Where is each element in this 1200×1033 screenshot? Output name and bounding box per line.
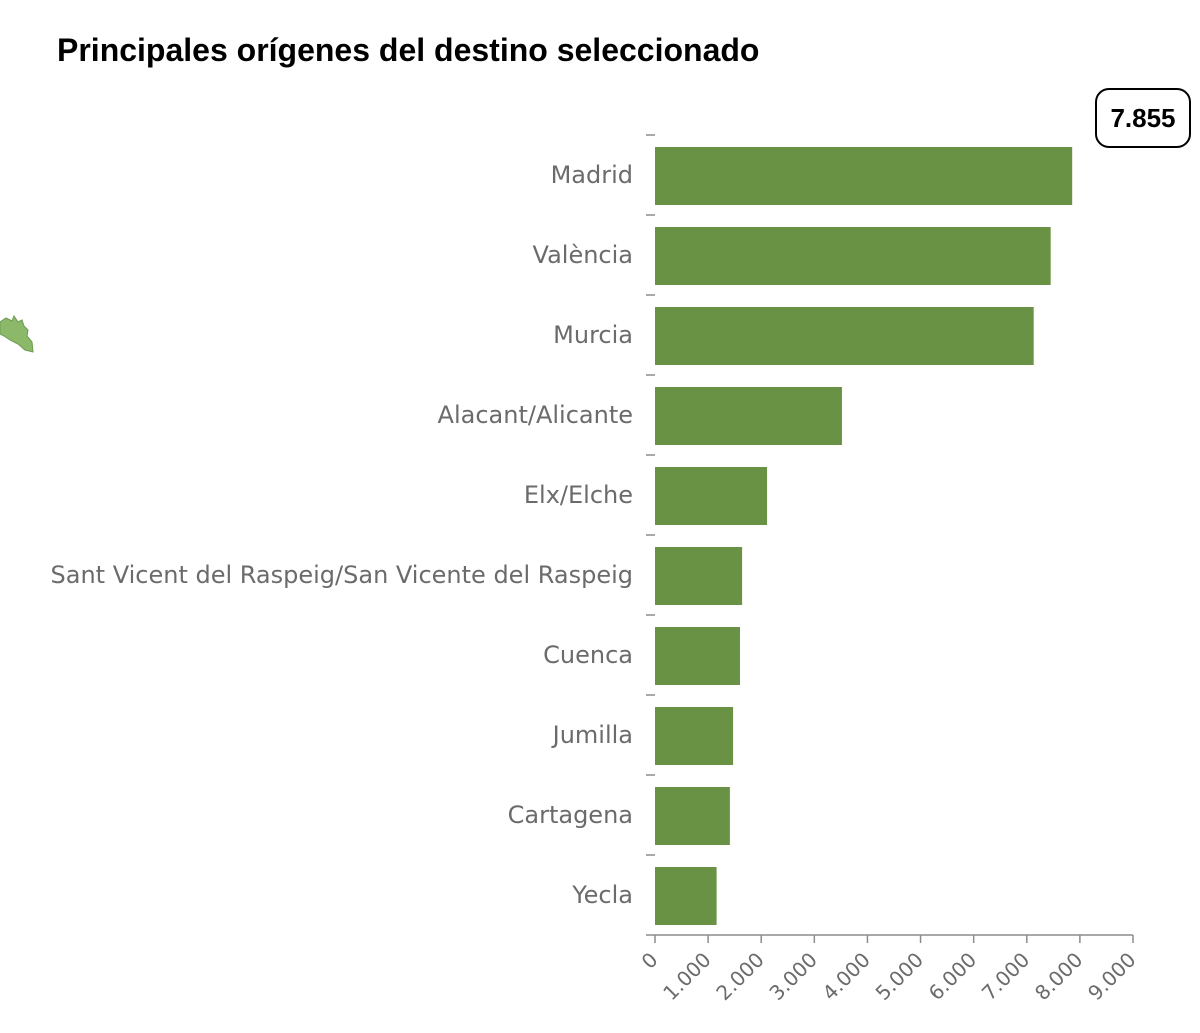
x-tick-label: 1.000 <box>658 948 715 1005</box>
category-label: València <box>533 241 633 269</box>
bar-4[interactable] <box>655 467 768 525</box>
x-tick-label: 3.000 <box>764 948 821 1005</box>
x-tick-label: 0 <box>637 948 663 974</box>
bar-0[interactable] <box>655 147 1073 205</box>
category-label: Madrid <box>551 161 633 189</box>
x-tick-label: 8.000 <box>1030 948 1087 1005</box>
category-label: Cartagena <box>508 801 633 829</box>
value-tooltip: 7.855 <box>1095 88 1191 148</box>
bar-8[interactable] <box>655 787 730 845</box>
bar-2[interactable] <box>655 307 1034 365</box>
bar-7[interactable] <box>655 707 734 765</box>
category-label: Yecla <box>571 881 633 909</box>
axis-layer <box>646 134 1134 943</box>
bar-6[interactable] <box>655 627 740 685</box>
x-tick-label: 5.000 <box>871 948 928 1005</box>
bars-layer <box>655 147 1073 925</box>
bar-1[interactable] <box>655 227 1051 285</box>
bar-9[interactable] <box>655 867 717 925</box>
x-tick-label: 7.000 <box>977 948 1034 1005</box>
map-fragment <box>0 312 40 367</box>
labels-layer: Madrid València Murcia Alacant/Alicante Elx/… <box>51 161 1141 1005</box>
category-label: Alacant/Alicante <box>438 401 633 429</box>
category-label: Cuenca <box>543 641 633 669</box>
category-label: Elx/Elche <box>524 481 633 509</box>
category-label: Sant Vicent del Raspeig/San Vicente del … <box>51 561 633 589</box>
x-tick-label: 2.000 <box>711 948 768 1005</box>
category-label: Murcia <box>553 321 633 349</box>
chart-title: Principales orígenes del destino selecci… <box>57 32 760 68</box>
x-tick-label: 6.000 <box>924 948 981 1005</box>
bar-5[interactable] <box>655 547 743 605</box>
category-label: Jumilla <box>551 721 633 749</box>
x-tick-label: 9.000 <box>1083 948 1140 1005</box>
bar-3[interactable] <box>655 387 842 445</box>
x-tick-label: 4.000 <box>818 948 875 1005</box>
